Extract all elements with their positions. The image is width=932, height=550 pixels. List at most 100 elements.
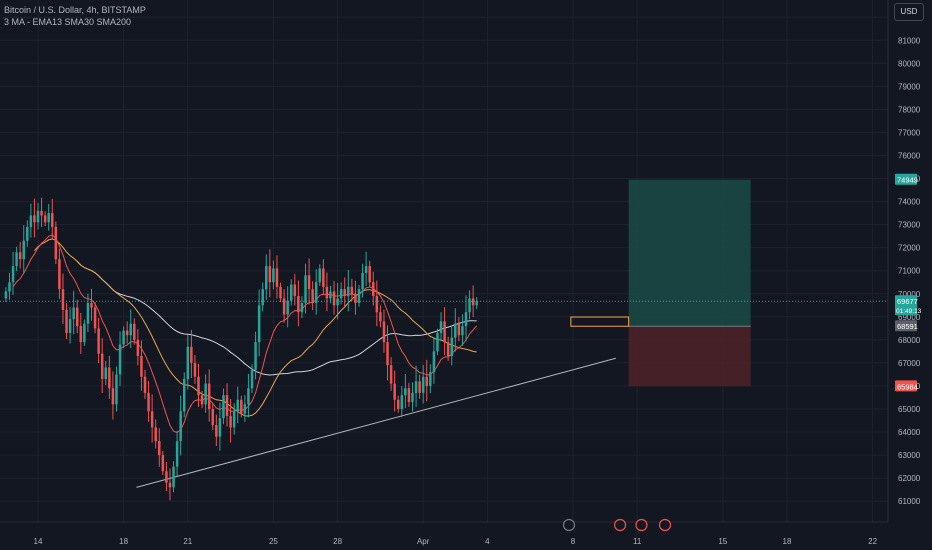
candle-body[interactable]: [150, 411, 154, 428]
candle-body[interactable]: [393, 383, 396, 400]
profit-zone[interactable]: [628, 179, 751, 327]
candle-body[interactable]: [364, 266, 368, 274]
loss-zone[interactable]: [628, 326, 751, 387]
candle-body[interactable]: [125, 330, 129, 336]
candle-body[interactable]: [357, 289, 361, 303]
candle-body[interactable]: [372, 282, 375, 297]
candle-body[interactable]: [97, 328, 100, 354]
candle-body[interactable]: [118, 344, 122, 375]
candle-body[interactable]: [193, 362, 197, 377]
candle-body[interactable]: [329, 291, 332, 299]
candle-body[interactable]: [79, 326, 83, 343]
candle-body[interactable]: [43, 215, 47, 223]
candle-body[interactable]: [268, 266, 272, 283]
candle-body[interactable]: [100, 353, 104, 380]
candle-body[interactable]: [475, 301, 478, 306]
candle-body[interactable]: [247, 388, 250, 405]
candle-body[interactable]: [332, 291, 336, 306]
candle-body[interactable]: [436, 332, 439, 352]
candle-body[interactable]: [432, 351, 436, 373]
candle-body[interactable]: [72, 307, 75, 320]
candle-body[interactable]: [8, 282, 11, 292]
flag-icon[interactable]: [613, 518, 627, 532]
candle-body[interactable]: [311, 289, 314, 303]
candle-body[interactable]: [279, 286, 282, 299]
candle-body[interactable]: [322, 268, 325, 287]
candle-body[interactable]: [261, 289, 264, 306]
candle-body[interactable]: [304, 275, 307, 303]
candle-body[interactable]: [65, 309, 68, 333]
candle-body[interactable]: [36, 210, 40, 223]
flag-icon[interactable]: [635, 518, 648, 532]
candle-body[interactable]: [186, 346, 190, 380]
candle-body[interactable]: [133, 323, 136, 340]
candle-body[interactable]: [389, 365, 393, 384]
candle-body[interactable]: [229, 415, 232, 428]
candle-body[interactable]: [254, 342, 257, 370]
candle-body[interactable]: [425, 376, 429, 386]
candle-body[interactable]: [104, 367, 108, 380]
candle-body[interactable]: [347, 286, 350, 297]
candle-body[interactable]: [161, 455, 165, 472]
candle-body[interactable]: [115, 374, 118, 405]
candle-body[interactable]: [275, 268, 279, 287]
candle-body[interactable]: [382, 321, 386, 343]
candle-body[interactable]: [122, 330, 125, 345]
candle-body[interactable]: [325, 286, 329, 299]
candle-body[interactable]: [286, 300, 289, 315]
candle-body[interactable]: [439, 321, 443, 333]
candle-body[interactable]: [300, 302, 304, 313]
candle-body[interactable]: [293, 284, 297, 297]
candle-body[interactable]: [375, 296, 379, 313]
candle-body[interactable]: [143, 376, 147, 393]
candle-body[interactable]: [33, 215, 36, 223]
candle-body[interactable]: [222, 395, 225, 419]
trend-line[interactable]: [136, 357, 616, 488]
candle-body[interactable]: [461, 326, 464, 336]
candle-body[interactable]: [339, 289, 343, 299]
candle-body[interactable]: [464, 312, 468, 327]
candle-body[interactable]: [318, 268, 322, 283]
candle-body[interactable]: [68, 319, 72, 333]
candle-body[interactable]: [18, 252, 22, 260]
candle-body[interactable]: [22, 240, 25, 260]
candle-body[interactable]: [168, 482, 172, 488]
candle-body[interactable]: [443, 321, 446, 343]
candle-body[interactable]: [172, 466, 175, 488]
candle-body[interactable]: [136, 339, 140, 356]
candle-body[interactable]: [400, 395, 404, 409]
candle-body[interactable]: [240, 399, 243, 414]
candle-body[interactable]: [207, 383, 211, 409]
candle-body[interactable]: [289, 284, 293, 301]
lightning-icon[interactable]: [562, 518, 576, 532]
candle-body[interactable]: [265, 266, 268, 290]
candle-body[interactable]: [225, 395, 229, 416]
candle-body[interactable]: [314, 282, 318, 303]
candle-body[interactable]: [200, 395, 204, 405]
candle-body[interactable]: [93, 307, 97, 329]
candle-body[interactable]: [307, 275, 311, 290]
candle-body[interactable]: [129, 323, 132, 336]
candle-body[interactable]: [108, 367, 111, 389]
candle-body[interactable]: [51, 213, 54, 227]
candle-body[interactable]: [336, 298, 339, 306]
candle-body[interactable]: [236, 399, 239, 412]
candle-body[interactable]: [61, 289, 65, 310]
candle-body[interactable]: [4, 291, 8, 299]
candle-body[interactable]: [407, 388, 411, 403]
candle-body[interactable]: [179, 411, 182, 442]
candle-body[interactable]: [446, 342, 450, 356]
candle-body[interactable]: [379, 312, 382, 322]
candle-body[interactable]: [11, 266, 15, 283]
candle-body[interactable]: [75, 307, 79, 327]
candle-body[interactable]: [15, 252, 18, 267]
candle-body[interactable]: [190, 346, 193, 363]
candle-body[interactable]: [26, 226, 29, 241]
candle-body[interactable]: [421, 376, 425, 393]
candle-body[interactable]: [282, 298, 286, 315]
candle-body[interactable]: [471, 298, 475, 306]
candle-body[interactable]: [204, 383, 207, 405]
candle-body[interactable]: [40, 210, 43, 216]
candle-body[interactable]: [165, 471, 168, 483]
flag-icon[interactable]: [658, 518, 672, 532]
